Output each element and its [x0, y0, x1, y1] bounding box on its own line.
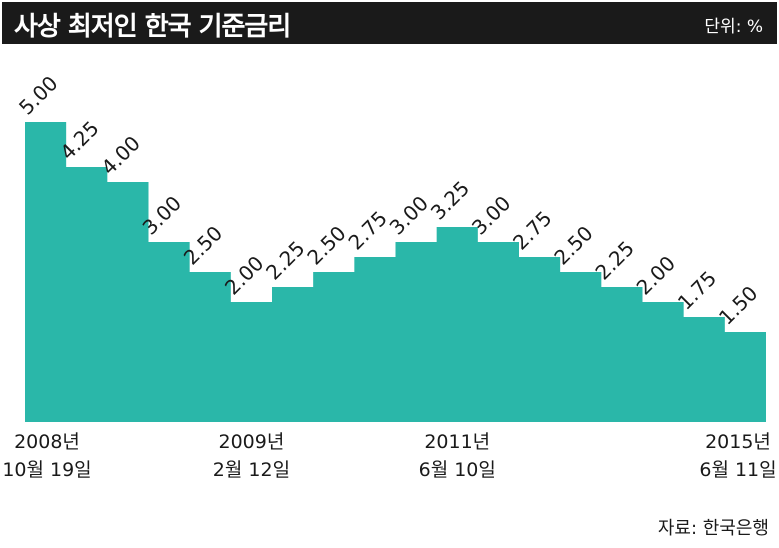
rate-step-0	[25, 122, 66, 422]
chart-title: 사상 최저인 한국 기준금리	[14, 12, 291, 42]
x-axis-label-date: 2월 12일	[213, 459, 290, 481]
rate-step-14	[601, 287, 642, 422]
x-axis-label-year: 2011년	[424, 431, 490, 453]
rate-step-1	[66, 167, 107, 422]
rate-step-16	[684, 317, 725, 422]
rate-step-7	[313, 272, 354, 422]
rate-step-4	[190, 272, 231, 422]
x-axis-label: 2009년 2월 12일	[213, 431, 290, 481]
rate-step-9	[396, 242, 437, 422]
unit-bar: 단위: %	[305, 2, 777, 44]
rate-step-8	[354, 257, 395, 422]
x-axis-label-date: 10월 19일	[2, 459, 91, 481]
x-axis-label-year: 2008년	[14, 431, 80, 453]
rate-step-17	[725, 332, 766, 422]
rate-chart: 5.004.254.003.002.502.002.252.502.753.00…	[2, 71, 776, 481]
title-bar: 사상 최저인 한국 기준금리	[2, 2, 305, 44]
x-axis-label: 2008년 10월 19일	[2, 431, 91, 481]
rate-step-area	[25, 122, 766, 422]
header: 사상 최저인 한국 기준금리 단위: %	[0, 0, 779, 46]
x-axis-label: 2011년 6월 10일	[419, 431, 496, 481]
value-label: 2.25	[261, 236, 309, 284]
x-axis-label-date: 6월 10일	[419, 459, 496, 481]
source-label: 자료: 한국은행	[657, 518, 769, 539]
rate-step-6	[272, 287, 313, 422]
x-axis-label: 2015년 6월 11일	[699, 431, 776, 481]
rate-step-3	[149, 242, 190, 422]
value-label: 3.25	[426, 176, 474, 224]
x-axis-label-year: 2009년	[218, 431, 284, 453]
x-axis-label-date: 6월 11일	[699, 459, 776, 481]
rate-step-15	[643, 302, 684, 422]
value-label: 3.00	[385, 191, 433, 239]
rate-step-12	[519, 257, 560, 422]
rate-step-10	[437, 227, 478, 422]
value-label: 2.75	[343, 206, 391, 254]
rate-step-5	[231, 302, 272, 422]
unit-label: 단위: %	[704, 17, 763, 37]
x-axis-label-year: 2015년	[705, 431, 771, 453]
value-label: 5.00	[14, 71, 62, 119]
value-label: 2.50	[302, 221, 350, 269]
rate-step-11	[478, 242, 519, 422]
rate-step-13	[560, 272, 601, 422]
